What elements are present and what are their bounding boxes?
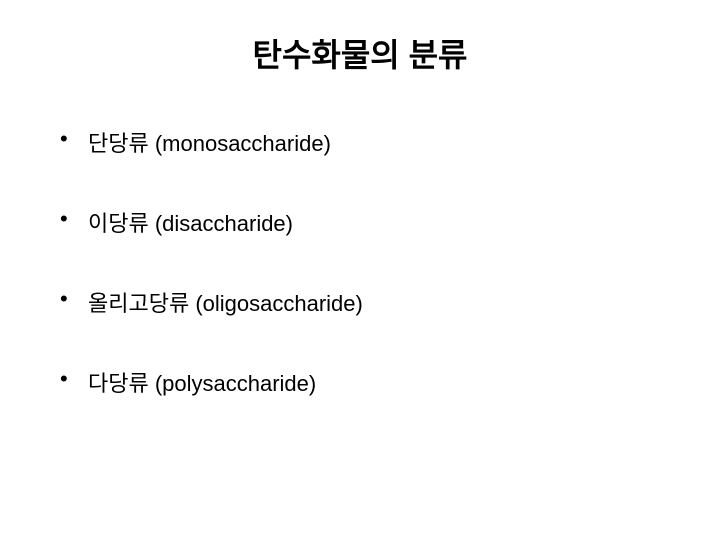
list-item: 이당류 (disaccharide) — [60, 206, 670, 238]
list-item: 다당류 (polysaccharide) — [60, 366, 670, 398]
slide-title: 탄수화물의 분류 — [50, 30, 670, 76]
list-item: 단당류 (monosaccharide) — [60, 126, 670, 158]
bullet-list: 단당류 (monosaccharide) 이당류 (disaccharide) … — [50, 126, 670, 398]
list-item: 올리고당류 (oligosaccharide) — [60, 286, 670, 318]
